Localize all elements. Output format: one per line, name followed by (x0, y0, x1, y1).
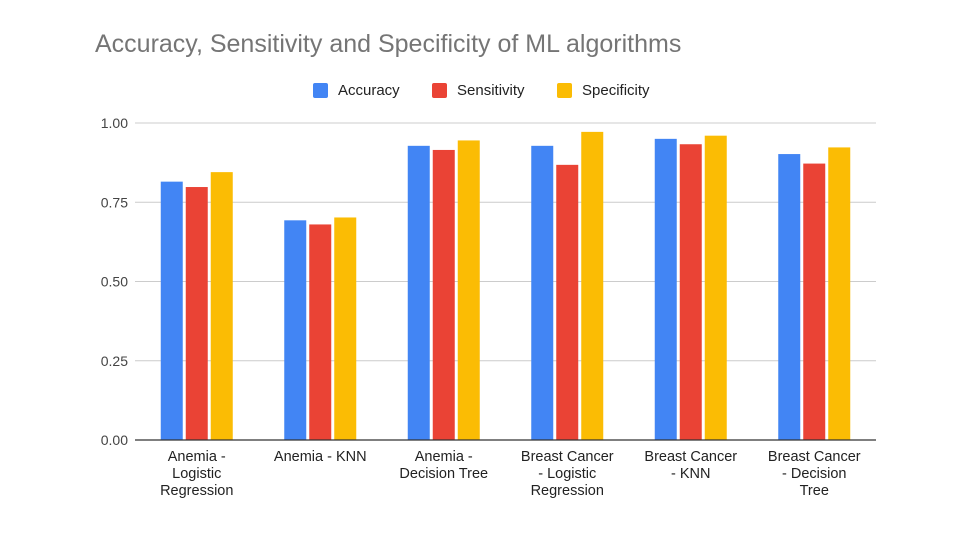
y-tick-label: 0.00 (101, 432, 128, 448)
x-tick-label: Breast Cancer - KNN (644, 449, 737, 482)
bar-sensitivity-1[interactable] (309, 224, 332, 440)
legend-item-specificity[interactable]: Specificity (557, 79, 650, 101)
chart-title: Accuracy, Sensitivity and Specificity of… (95, 30, 682, 58)
bar-sensitivity-2[interactable] (432, 149, 455, 440)
x-tick-label: Anemia - KNN (274, 449, 367, 465)
bar-specificity-0[interactable] (210, 172, 233, 440)
bar-accuracy-2[interactable] (407, 145, 430, 440)
legend-label-specificity: Specificity (582, 81, 650, 99)
legend: Accuracy Sensitivity Specificity (0, 79, 969, 101)
bar-specificity-4[interactable] (704, 135, 727, 440)
legend-label-sensitivity: Sensitivity (457, 81, 525, 99)
bar-specificity-5[interactable] (828, 147, 851, 440)
bar-accuracy-4[interactable] (654, 138, 677, 440)
bar-specificity-3[interactable] (581, 131, 604, 440)
bar-accuracy-3[interactable] (531, 145, 554, 440)
y-tick-label: 0.75 (101, 194, 128, 210)
legend-label-accuracy: Accuracy (338, 81, 400, 99)
bar-sensitivity-0[interactable] (185, 187, 208, 440)
bar-specificity-2[interactable] (457, 140, 480, 440)
bar-specificity-1[interactable] (334, 217, 357, 440)
y-tick-label: 0.25 (101, 353, 128, 369)
legend-item-accuracy[interactable]: Accuracy (313, 79, 400, 101)
legend-swatch-accuracy (313, 82, 328, 98)
y-tick-label: 1.00 (101, 115, 128, 131)
x-tick-label: Breast Cancer - Logistic Regression (521, 449, 614, 499)
x-tick-label: Anemia -Decision Tree (399, 449, 488, 482)
bar-accuracy-1[interactable] (284, 220, 307, 440)
x-tick-label: Anemia -Logistic Regression (160, 449, 233, 499)
legend-swatch-sensitivity (432, 82, 447, 98)
bar-sensitivity-3[interactable] (556, 164, 579, 440)
x-tick-label: Breast Cancer - Decision Tree (768, 449, 861, 499)
y-tick-label: 0.50 (101, 274, 128, 290)
bar-sensitivity-5[interactable] (803, 163, 826, 441)
legend-item-sensitivity[interactable]: Sensitivity (432, 79, 525, 101)
bar-accuracy-5[interactable] (778, 154, 801, 441)
bar-sensitivity-4[interactable] (679, 144, 702, 440)
bar-accuracy-0[interactable] (160, 181, 183, 440)
legend-swatch-specificity (557, 82, 572, 98)
